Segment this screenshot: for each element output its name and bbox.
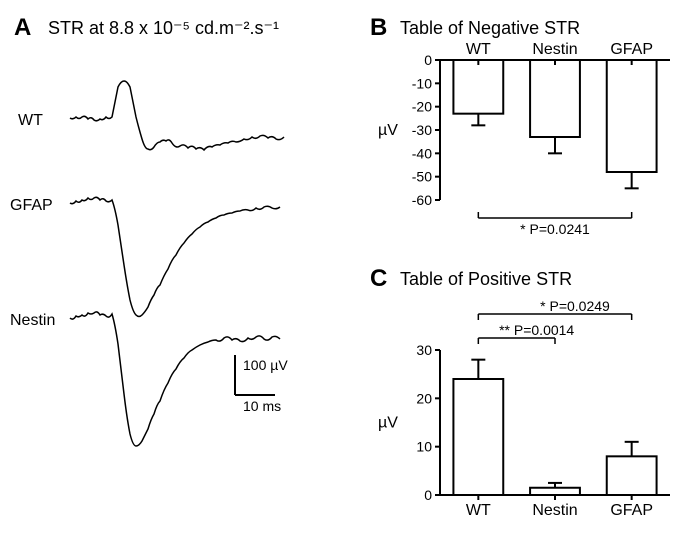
svg-text:-40: -40 [412, 145, 432, 161]
panel-a-label: A [14, 14, 31, 42]
trace-label-gfap: GFAP [10, 197, 53, 214]
svg-text:-50: -50 [412, 169, 432, 185]
trace-label-nestin: Nestin [10, 312, 55, 329]
trace-nestin [70, 312, 280, 446]
panel-b-label: B [370, 14, 387, 42]
svg-text:-30: -30 [412, 122, 432, 138]
scale-x-label: 10 ms [243, 398, 281, 414]
svg-text:0: 0 [424, 487, 432, 503]
panel-b-title: Table of Negative STR [400, 18, 580, 39]
svg-text:* P=0.0249: * P=0.0249 [540, 298, 610, 314]
trace-gfap [70, 197, 280, 316]
svg-text:µV: µV [378, 122, 398, 139]
svg-text:* P=0.0241: * P=0.0241 [520, 221, 590, 237]
panel-c-label: C [370, 265, 387, 293]
svg-text:-10: -10 [412, 75, 432, 91]
panel-a-traces: WT GFAP Nestin 100 µV 10 ms [10, 50, 350, 480]
svg-text:30: 30 [416, 342, 432, 358]
svg-text:20: 20 [416, 390, 432, 406]
panel-c-chart: 0 10 20 30 µV WT Nestin GFAP ** P=0.0014 * P=0.02… [370, 290, 680, 538]
svg-text:GFAP: GFAP [610, 502, 653, 519]
svg-text:WT: WT [466, 41, 491, 58]
scale-bar: 100 µV 10 ms [235, 355, 288, 414]
panel-c-title: Table of Positive STR [400, 269, 572, 290]
trace-wt [70, 81, 284, 150]
svg-text:-60: -60 [412, 192, 432, 208]
svg-text:10: 10 [416, 439, 432, 455]
svg-text:GFAP: GFAP [610, 41, 653, 58]
panel-a-title: STR at 8.8 x 10⁻⁵ cd.m⁻².s⁻¹ [48, 18, 279, 39]
svg-text:µV: µV [378, 415, 398, 432]
svg-text:Nestin: Nestin [532, 41, 577, 58]
svg-text:** P=0.0014: ** P=0.0014 [499, 322, 574, 338]
panel-b-chart: 0 -10 -20 -30 -40 -50 -60 µV WT Nestin GFAP * P=0.0… [370, 40, 680, 260]
svg-text:0: 0 [424, 52, 432, 68]
scale-y-label: 100 µV [243, 357, 288, 373]
trace-label-wt: WT [18, 112, 43, 129]
svg-text:-20: -20 [412, 99, 432, 115]
svg-text:Nestin: Nestin [532, 502, 577, 519]
svg-text:WT: WT [466, 502, 491, 519]
